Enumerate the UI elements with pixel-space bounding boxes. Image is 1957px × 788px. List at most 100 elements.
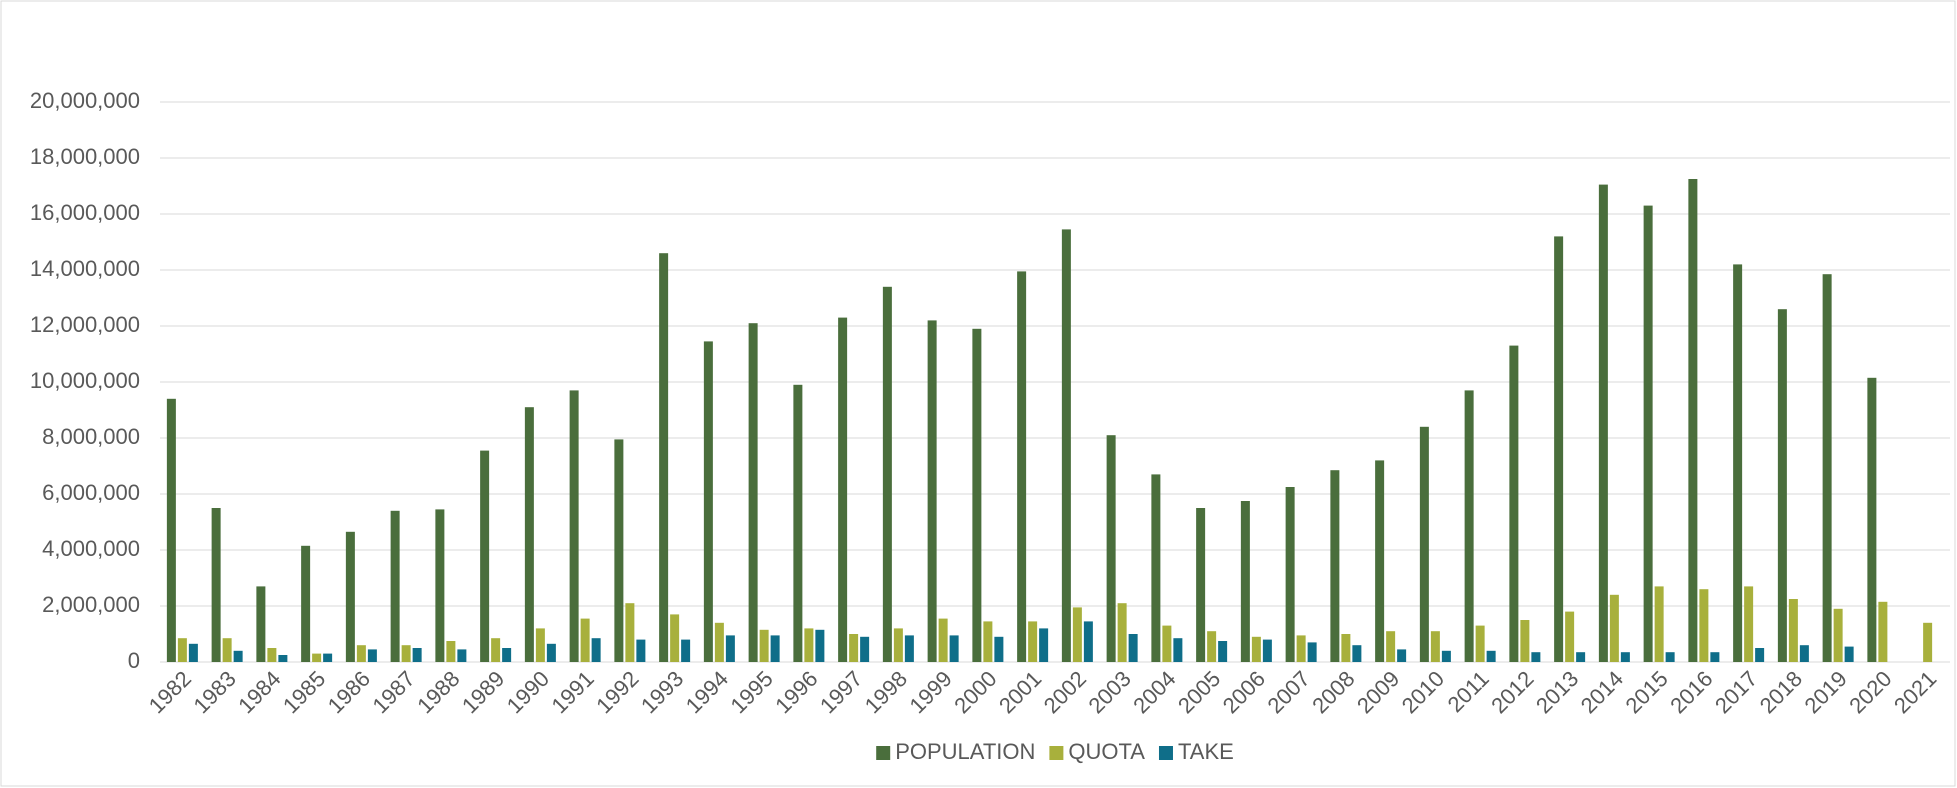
- bar: [1799, 645, 1809, 662]
- bar: [401, 645, 411, 662]
- bar: [793, 384, 803, 662]
- y-tick-label: 4,000,000: [42, 536, 140, 561]
- bar: [591, 638, 601, 662]
- bar: [1777, 309, 1787, 662]
- bar: [860, 636, 870, 662]
- y-tick-label: 6,000,000: [42, 480, 140, 505]
- bar: [1755, 648, 1765, 662]
- bar: [882, 286, 892, 662]
- y-tick-label: 12,000,000: [30, 312, 140, 337]
- bar: [636, 639, 646, 662]
- bar: [491, 638, 501, 662]
- bar: [256, 586, 266, 662]
- bar: [188, 643, 198, 662]
- bar: [838, 317, 848, 662]
- bar: [1240, 501, 1250, 662]
- bar: [580, 618, 590, 662]
- bar: [1554, 236, 1564, 662]
- bar: [1341, 634, 1351, 662]
- bar: [177, 638, 187, 662]
- bar: [1576, 652, 1586, 662]
- bar: [1207, 631, 1217, 662]
- bar: [1822, 274, 1832, 662]
- y-tick-label: 10,000,000: [30, 368, 140, 393]
- bar: [1565, 611, 1575, 662]
- y-tick-label: 20,000,000: [30, 88, 140, 113]
- bar: [1867, 377, 1877, 662]
- legend: POPULATION QUOTA TAKE: [876, 739, 1234, 764]
- bar: [849, 634, 859, 662]
- bar: [1162, 625, 1172, 662]
- bar: [1733, 264, 1743, 662]
- bar: [972, 328, 982, 662]
- bar: [893, 628, 903, 662]
- bar: [625, 603, 635, 662]
- bar: [278, 655, 288, 662]
- bar: [1151, 474, 1161, 662]
- y-tick-label: 14,000,000: [30, 256, 140, 281]
- bar: [938, 618, 948, 662]
- y-tick-label: 16,000,000: [30, 200, 140, 225]
- bar: [211, 508, 221, 662]
- bar: [1464, 390, 1474, 662]
- bar: [1375, 460, 1385, 662]
- y-tick-label: 0: [128, 648, 140, 673]
- bar: [312, 653, 322, 662]
- bar: [1061, 229, 1071, 662]
- bar: [1386, 631, 1396, 662]
- bar: [1654, 586, 1664, 662]
- bar: [1028, 621, 1038, 662]
- bar: [1620, 652, 1630, 662]
- bar: [1430, 631, 1440, 662]
- bar: [770, 635, 780, 662]
- bar: [480, 450, 490, 662]
- bar: [267, 648, 277, 662]
- bar: [1833, 608, 1843, 662]
- bar: [390, 510, 400, 662]
- bar: [1285, 487, 1295, 662]
- bar: [345, 531, 355, 662]
- bar: [614, 439, 624, 662]
- bar: [1262, 639, 1272, 662]
- bar: [1710, 652, 1720, 662]
- bar: [412, 648, 422, 662]
- bar: [1509, 345, 1519, 662]
- bar: [1307, 642, 1317, 662]
- bar: [446, 641, 456, 662]
- bar: [1699, 589, 1709, 662]
- bar: [222, 638, 232, 662]
- bar: [1173, 638, 1183, 662]
- bar: [1878, 601, 1888, 662]
- bar: [994, 636, 1004, 662]
- bar: [927, 320, 937, 662]
- bar: [748, 323, 758, 662]
- bar: [1609, 594, 1619, 662]
- bar: [435, 509, 445, 662]
- bar: [166, 398, 176, 662]
- bar: [681, 639, 691, 662]
- bar: [670, 614, 680, 662]
- bar: [367, 649, 377, 662]
- bar: [524, 407, 534, 662]
- legend-label: QUOTA: [1068, 739, 1145, 764]
- bar: [1419, 426, 1429, 662]
- bar: [1251, 636, 1261, 662]
- bar: [1520, 620, 1530, 662]
- bar: [703, 341, 713, 662]
- legend-label: TAKE: [1178, 739, 1234, 764]
- bar: [546, 643, 556, 662]
- bar: [1218, 641, 1228, 662]
- bar: [457, 649, 467, 662]
- y-tick-label: 18,000,000: [30, 144, 140, 169]
- bar: [949, 635, 959, 662]
- bar: [1330, 470, 1340, 662]
- bar: [1441, 650, 1451, 662]
- bar: [1475, 625, 1485, 662]
- bar: [1688, 179, 1698, 662]
- bar: [904, 635, 914, 662]
- bar: [1531, 652, 1541, 662]
- bar: [1788, 599, 1798, 662]
- bar: [714, 622, 724, 662]
- bar: [1744, 586, 1754, 662]
